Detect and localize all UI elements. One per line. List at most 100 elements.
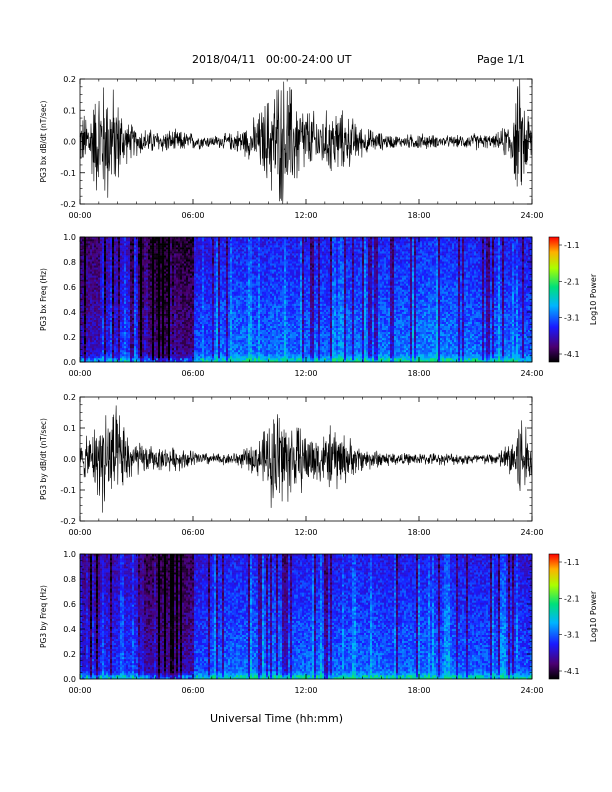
spectrogram-cell [236,343,239,347]
spectrogram-cell [98,273,101,276]
spectrogram-cell [130,247,133,250]
spectrogram-cell [150,263,153,266]
spectrogram-cell [168,269,171,272]
spectrogram-cell [182,321,185,324]
spectrogram-cell [80,259,83,262]
spectrogram-cell [122,289,125,292]
spectrogram-cell [84,305,87,308]
spectrogram-cell [126,295,129,298]
spectrogram-cell [234,347,237,351]
spectrogram-cell [158,285,161,288]
spectrogram-cell [166,259,169,262]
spectrogram-cell [170,237,173,240]
spectrogram-cell [140,303,143,306]
spectrogram-cell [150,255,153,258]
spectrogram-cell [148,251,151,254]
spectrogram-cell [190,345,193,349]
spectrogram-cell [206,347,209,351]
spectrogram-cell [218,281,221,284]
spectrogram-cell [142,273,145,276]
spectrogram-cell [90,237,93,240]
spectrogram-cell [172,349,175,353]
spectrogram-cell [228,285,231,288]
spectrogram-cell [102,285,105,288]
spectrogram-cell [184,307,187,310]
spectrogram-cell [168,337,171,341]
spectrogram-cell [206,257,209,260]
spectrogram-cell [96,273,99,276]
spectrogram-cell [208,257,211,260]
spectrogram-cell [140,283,143,286]
spectrogram-cell [144,339,147,343]
spectrogram-cell [172,327,175,331]
spectrogram-cell [108,329,111,333]
spectrogram-cell [232,251,235,254]
spectrogram-cell [230,277,233,280]
spectrogram-cell [208,237,211,240]
spectrogram-cell [104,301,107,304]
spectrogram-cell [164,337,167,341]
spectrogram-cell [110,305,113,308]
spectrogram-cell [108,339,111,343]
spectrogram-cell [222,343,225,347]
spectrogram-cell [186,315,189,318]
spectrogram-cell [120,239,123,242]
spectrogram-cell [190,337,193,341]
spectrogram-cell [178,313,181,316]
spectrogram-cell [86,333,89,337]
spectrogram-cell [194,341,197,345]
spectrogram-cell [174,339,177,343]
spectrogram-cell [200,341,203,345]
spectrogram-cell [152,301,155,304]
spectrogram-cell [142,343,145,347]
spectrogram-cell [94,331,97,335]
spectrogram-cell [158,279,161,282]
spectrogram-cell [92,289,95,292]
spectrogram-cell [202,249,205,252]
spectrogram-cell [216,335,219,339]
spectrogram-cell [86,355,89,359]
spectrogram-cell [160,331,163,335]
spectrogram-cell [96,237,99,240]
spectrogram-cell [122,325,125,329]
spectrogram-cell [214,333,217,337]
spectrogram-cell [102,319,105,322]
spectrogram-cell [138,241,141,244]
spectrogram-cell [118,341,121,345]
spectrogram-cell [212,341,215,345]
spectrogram-cell [110,247,113,250]
spectrogram-cell [220,267,223,270]
spectrogram-cell [224,251,227,254]
spectrogram-cell [100,265,103,268]
spectrogram-cell [132,275,135,278]
spectrogram-cell [94,347,97,351]
spectrogram-cell [166,343,169,347]
spectrogram-cell [122,237,125,240]
spectrogram-cell [106,279,109,282]
spectrogram-cell [170,265,173,268]
spectrogram-cell [150,349,153,353]
spectrogram-cell [128,287,131,290]
spectrogram-cell [228,335,231,339]
spectrogram-cell [168,267,171,270]
spectrogram-cell [128,359,131,363]
spectrogram-cell [80,325,83,329]
spectrogram-cell [180,337,183,341]
spectrogram-cell [98,271,101,274]
spectrogram-cell [230,339,233,343]
spectrogram-cell [204,275,207,278]
spectrogram-cell [122,329,125,333]
spectrogram-cell [160,301,163,304]
spectrogram-cell [124,335,127,339]
spectrogram-cell [138,239,141,242]
spectrogram-cell [234,293,237,296]
spectrogram-cell [210,353,213,357]
spectrogram-cell [102,351,105,355]
spectrogram-cell [126,333,129,337]
spectrogram-cell [234,325,237,329]
spectrogram-cell [152,343,155,347]
spectrogram-cell [92,331,95,335]
spectrogram-cell [150,345,153,349]
spectrogram-cell [204,313,207,316]
spectrogram-cell [106,349,109,353]
